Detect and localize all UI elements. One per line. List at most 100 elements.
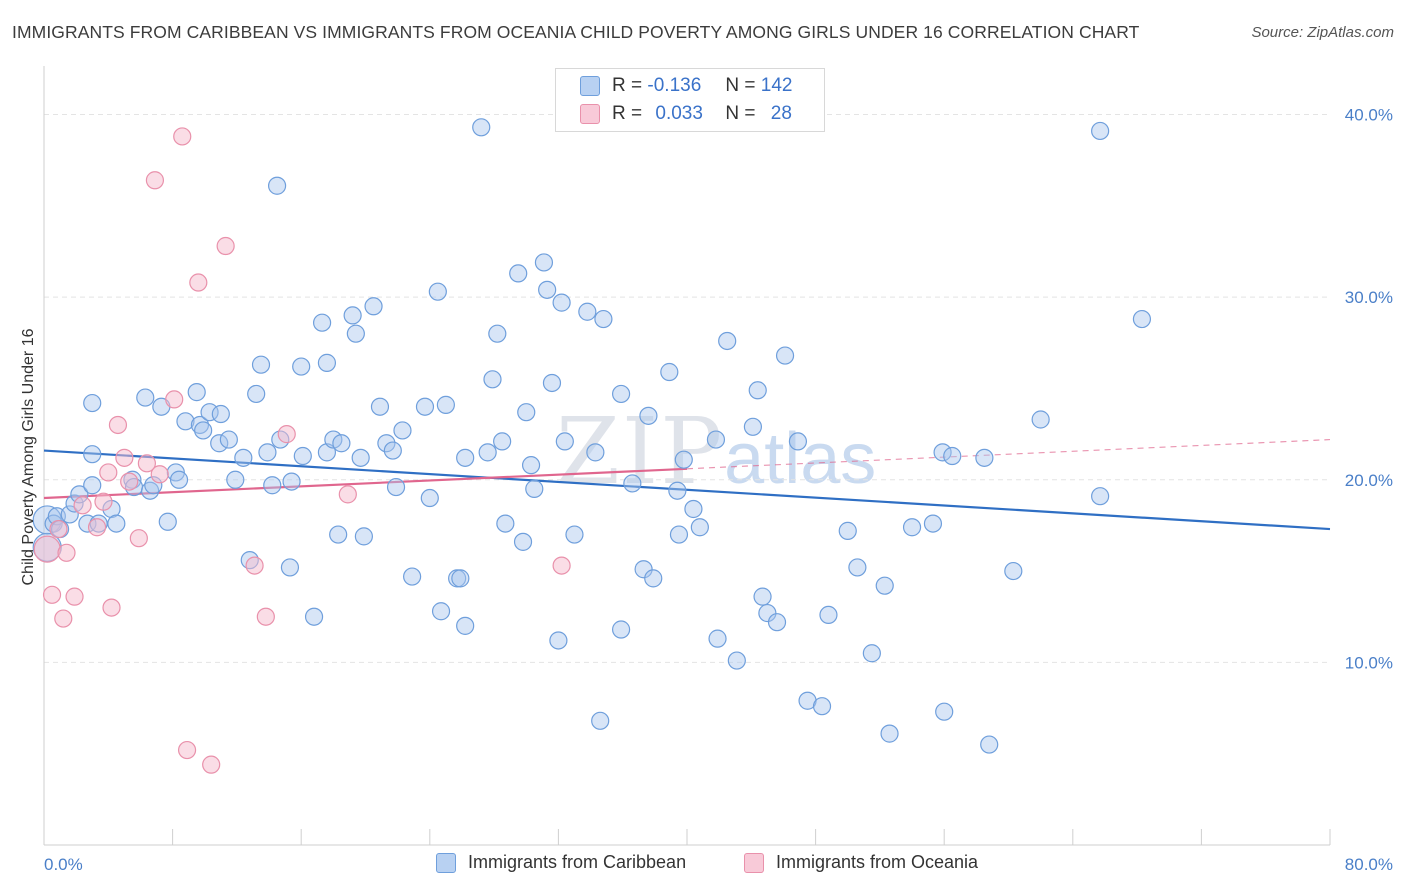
point-caribbean (975, 448, 994, 467)
point-caribbean (282, 472, 301, 491)
point-caribbean (304, 607, 324, 626)
point-caribbean (343, 306, 362, 325)
point-oceania (57, 543, 76, 562)
point-caribbean (586, 443, 605, 462)
legend-label-caribbean: Immigrants from Caribbean (468, 852, 687, 872)
y-axis-title: Child Poverty Among Girls Under 16 (20, 328, 37, 585)
point-oceania (552, 556, 571, 575)
point-caribbean (478, 443, 497, 462)
legend-r-value: -0.136 (647, 75, 702, 96)
point-caribbean (247, 384, 266, 404)
point-caribbean (456, 616, 475, 635)
point-caribbean (525, 479, 544, 498)
point-caribbean (611, 384, 631, 404)
point-caribbean (351, 448, 370, 467)
point-caribbean (332, 434, 351, 453)
point-caribbean (386, 477, 406, 497)
point-caribbean (140, 481, 160, 500)
trend-line-oceania-extension (686, 438, 1331, 470)
point-caribbean (542, 373, 562, 393)
point-caribbean (517, 403, 536, 422)
point-caribbean (210, 434, 229, 453)
point-caribbean (838, 521, 857, 540)
point-oceania (94, 492, 113, 511)
legend-row-caribbean: R = -0.136 N = 142 (580, 73, 792, 99)
point-caribbean (211, 404, 230, 424)
legend-item-caribbean[interactable]: Immigrants from Caribbean (436, 852, 686, 873)
point-caribbean (1091, 121, 1110, 141)
point-caribbean (136, 388, 155, 407)
point-caribbean (219, 430, 238, 449)
point-caribbean (690, 518, 709, 537)
point-caribbean (848, 558, 867, 577)
point-oceania (338, 485, 357, 504)
point-oceania (256, 607, 275, 626)
point-caribbean (428, 282, 447, 301)
point-oceania (145, 171, 165, 190)
point-caribbean (623, 474, 642, 493)
point-caribbean (267, 176, 287, 195)
point-oceania (87, 518, 107, 537)
point-oceania (102, 598, 121, 617)
watermark-atlas: atlas (724, 419, 877, 499)
point-caribbean (578, 302, 597, 321)
point-oceania (33, 535, 61, 563)
legend-r-label: R = (612, 75, 643, 96)
point-caribbean (902, 518, 922, 537)
point-caribbean (370, 397, 390, 416)
legend-n-label: N = (725, 75, 756, 96)
point-caribbean (403, 567, 422, 586)
point-caribbean (483, 370, 502, 389)
tick-labels: 10.0% 20.0% 30.0% 40.0% 0.0% 80.0% (44, 106, 1393, 874)
y-tick-label: 20.0% (1345, 471, 1393, 490)
point-caribbean (472, 118, 491, 137)
point-caribbean (83, 476, 102, 495)
point-caribbean (83, 393, 102, 413)
legend-item-oceania[interactable]: Immigrants from Oceania (744, 852, 978, 873)
point-oceania (137, 454, 156, 473)
point-caribbean (263, 476, 282, 495)
point-caribbean (1132, 309, 1152, 329)
legend-swatch-caribbean (580, 76, 600, 96)
point-caribbean (431, 602, 451, 621)
point-caribbean (377, 434, 396, 453)
legend-n-value: 142 (760, 75, 793, 96)
point-caribbean (565, 525, 584, 544)
point-caribbean (496, 514, 515, 533)
legend-label-oceania: Immigrants from Oceania (776, 852, 979, 872)
point-caribbean (488, 324, 507, 343)
legend-n-value: 28 (770, 103, 792, 124)
point-caribbean (943, 446, 962, 466)
point-oceania (99, 463, 118, 482)
point-oceania (65, 587, 84, 606)
point-caribbean (674, 450, 693, 469)
source-label: Source: ZipAtlas.com (1251, 24, 1394, 41)
point-caribbean (393, 421, 412, 440)
point-caribbean (107, 514, 126, 533)
point-caribbean (727, 651, 746, 670)
point-oceania (42, 585, 62, 604)
point-oceania (115, 448, 134, 467)
y-tick-label: 10.0% (1345, 653, 1393, 672)
point-caribbean (420, 488, 439, 508)
point-caribbean (534, 253, 554, 272)
point-oceania (73, 496, 92, 515)
legend-r-value: 0.033 (655, 103, 703, 124)
point-caribbean (775, 346, 795, 365)
chart-title: IMMIGRANTS FROM CARIBBEAN VS IMMIGRANTS … (12, 22, 1140, 42)
point-caribbean (292, 357, 311, 376)
legend-n-label: N = (725, 103, 756, 124)
point-caribbean (555, 432, 574, 451)
point-caribbean (251, 355, 271, 374)
point-caribbean (758, 603, 777, 623)
point-caribbean (767, 613, 787, 632)
legend-swatch-oceania (580, 104, 600, 124)
grid-lines (44, 114, 1330, 663)
point-caribbean (280, 558, 300, 577)
series-legend: Immigrants from Caribbean Immigrants fro… (0, 852, 1406, 878)
point-caribbean (862, 644, 881, 663)
point-caribbean (594, 309, 613, 329)
legend-r-label: R = (612, 103, 643, 124)
point-caribbean (718, 331, 737, 351)
point-caribbean (436, 395, 455, 414)
